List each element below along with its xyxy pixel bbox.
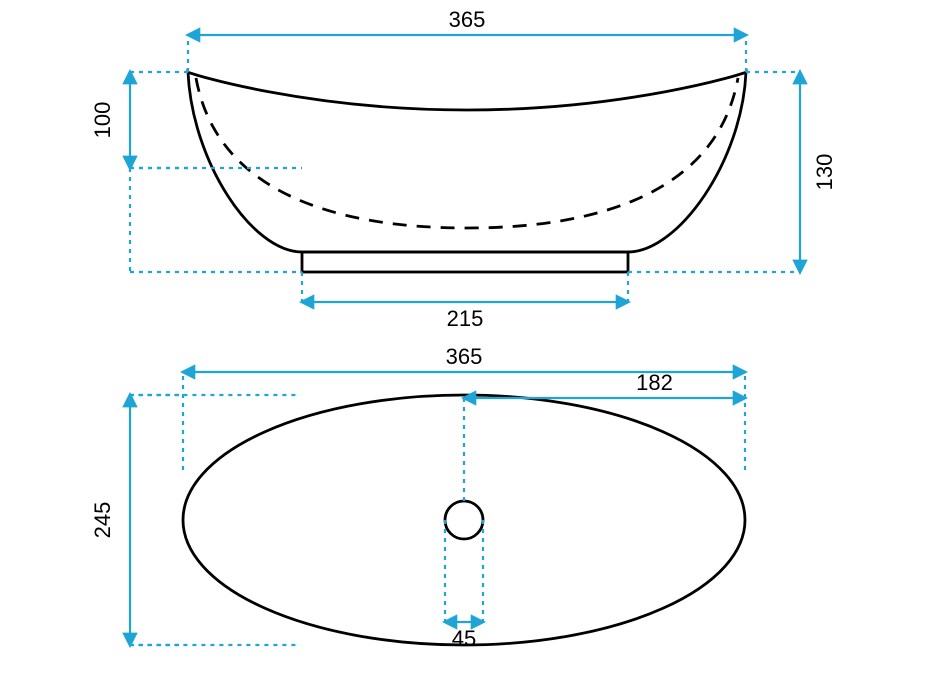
dim-label: 130 — [812, 154, 837, 191]
plan-ellipse — [183, 395, 745, 645]
dim-label: 365 — [446, 344, 483, 369]
dim-label: 182 — [636, 370, 673, 395]
side-inner-dashed — [196, 78, 738, 228]
dim-label: 245 — [90, 502, 115, 539]
side-base — [302, 252, 628, 272]
dim-label: 215 — [447, 306, 484, 331]
side-outer-outline — [188, 72, 746, 252]
plan-drain — [445, 501, 483, 539]
dim-label: 365 — [449, 7, 486, 32]
technical-drawing: 365 100 130 215 365 182 245 45 — [0, 0, 928, 686]
dim-label: 45 — [452, 626, 476, 651]
dim-label: 100 — [90, 102, 115, 139]
